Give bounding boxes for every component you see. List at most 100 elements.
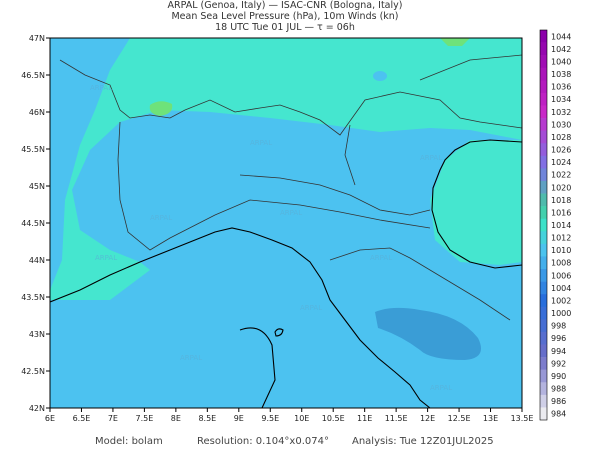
lat-label: 47N xyxy=(29,34,45,43)
lat-label: 45N xyxy=(29,182,45,191)
colorbar-label: 1028 xyxy=(551,133,571,142)
coastline xyxy=(274,328,284,337)
header-line: 18 UTC Tue 01 JUL — τ = 06h xyxy=(215,22,355,33)
colorbar-label: 1044 xyxy=(551,32,571,41)
colorbar-cell xyxy=(540,130,547,144)
header-line: ARPAL (Genoa, Italy) — ISAC-CNR (Bologna… xyxy=(168,0,403,11)
colorbar-cell xyxy=(540,407,547,421)
colorbar-cell xyxy=(540,319,547,333)
border xyxy=(59,59,522,136)
colorbar-label: 1016 xyxy=(551,208,571,217)
lon-label: 13E xyxy=(483,414,498,423)
colorbar-label: 1042 xyxy=(551,45,571,54)
colorbar-cell xyxy=(540,231,547,245)
colorbar-label: 1038 xyxy=(551,70,571,79)
colorbar-cell xyxy=(540,394,547,408)
footer: Model: bolam Resolution: 0.104°x0.074° A… xyxy=(95,436,494,447)
colorbar-label: 1004 xyxy=(551,284,571,293)
colorbar-label: 1034 xyxy=(551,95,571,104)
watermark: ARPAL xyxy=(300,304,322,312)
colorbar-label: 1008 xyxy=(551,259,571,268)
colorbar-label: 1030 xyxy=(551,120,571,129)
border xyxy=(117,121,431,251)
colorbar-label: 996 xyxy=(551,334,566,343)
colorbar-cell xyxy=(540,92,547,106)
colorbar-cell xyxy=(540,331,547,345)
colorbar-cell xyxy=(540,80,547,94)
watermark: ARPAL xyxy=(280,209,302,217)
coastline xyxy=(50,227,431,408)
lon-label: 6.5E xyxy=(73,414,91,423)
colorbar-label: 1018 xyxy=(551,196,571,205)
colorbar-label: 1040 xyxy=(551,57,571,66)
colorbar-cell xyxy=(540,382,547,396)
colorbar-label: 1026 xyxy=(551,146,571,155)
watermark: ARPAL xyxy=(95,254,117,262)
colorbar-cell xyxy=(540,306,547,320)
colorbar-cell xyxy=(540,193,547,207)
colorbar-cell xyxy=(540,281,547,295)
colorbar-label: 1006 xyxy=(551,271,571,280)
lat-label: 46.5N xyxy=(21,71,45,80)
lat-label: 43N xyxy=(29,330,45,339)
lon-label: 7E xyxy=(108,414,118,423)
colorbar-label: 1014 xyxy=(551,221,571,230)
lat-label: 44.5N xyxy=(21,219,45,228)
watermark: ARPAL xyxy=(430,384,452,392)
lat-label: 42.5N xyxy=(21,367,45,376)
pressure-zone xyxy=(430,140,522,265)
lon-label: 8E xyxy=(171,414,181,423)
lon-label: 10.5E xyxy=(322,414,345,423)
border xyxy=(344,54,522,186)
border xyxy=(239,174,431,216)
colorbar-label: 1010 xyxy=(551,246,571,255)
watermark: ARPAL xyxy=(370,254,392,262)
colorbar-cell xyxy=(540,118,547,131)
colorbar-cell xyxy=(540,105,547,119)
lon-label: 6E xyxy=(45,414,55,423)
lon-label: 10E xyxy=(294,414,309,423)
colorbar-cell xyxy=(540,168,547,182)
watermark: ARPAL xyxy=(180,354,202,362)
colorbar-label: 1032 xyxy=(551,108,571,117)
colorbar-label: 986 xyxy=(551,397,566,406)
footer-analysis: Analysis: Tue 12Z01JUL2025 xyxy=(352,436,494,447)
colorbar-cell xyxy=(540,67,547,81)
colorbar-label: 1036 xyxy=(551,83,571,92)
colorbar-label: 1002 xyxy=(551,296,571,305)
colorbar-cell xyxy=(540,369,547,383)
lon-label: 9.5E xyxy=(261,414,279,423)
colorbar-label: 1020 xyxy=(551,183,571,192)
lon-label: 11.5E xyxy=(385,414,408,423)
colorbar-cell xyxy=(540,218,547,232)
lon-label: 13.5E xyxy=(511,414,534,423)
colorbar-cell xyxy=(540,357,547,370)
colorbar-cell xyxy=(540,206,547,220)
header-line: Mean Sea Level Pressure (hPa), 10m Winds… xyxy=(171,11,398,22)
coastline xyxy=(239,327,276,408)
colorbar-cell xyxy=(540,344,547,358)
footer-model: Model: bolam xyxy=(95,436,163,447)
map-area: ARPAL ARPAL ARPAL ARPAL ARPAL ARPAL ARPAL ARPAL… xyxy=(50,38,522,408)
lon-label: 12.5E xyxy=(448,414,471,423)
colorbar-cell xyxy=(540,55,547,69)
pressure-zone xyxy=(149,101,173,116)
colorbar-cell xyxy=(540,180,547,194)
lon-label: 7.5E xyxy=(136,414,154,423)
colorbar-cell xyxy=(540,294,547,308)
colorbar-label: 988 xyxy=(551,385,566,394)
colorbar-label: 1000 xyxy=(551,309,571,318)
lat-label: 43.5N xyxy=(21,293,45,302)
colorbar-label: 994 xyxy=(551,347,566,356)
colorbar-cell xyxy=(540,143,547,157)
border xyxy=(329,247,511,321)
pressure-zone xyxy=(375,307,482,360)
colorbar-frame xyxy=(539,29,548,421)
colorbar-cell xyxy=(540,269,547,282)
footer-resolution: Resolution: 0.104°x0.074° xyxy=(197,436,329,447)
watermark: ARPAL xyxy=(90,84,112,92)
coastline xyxy=(431,139,522,269)
watermark: ARPAL xyxy=(420,154,442,162)
pressure-zone xyxy=(50,38,130,290)
lon-label: 12E xyxy=(420,414,435,423)
